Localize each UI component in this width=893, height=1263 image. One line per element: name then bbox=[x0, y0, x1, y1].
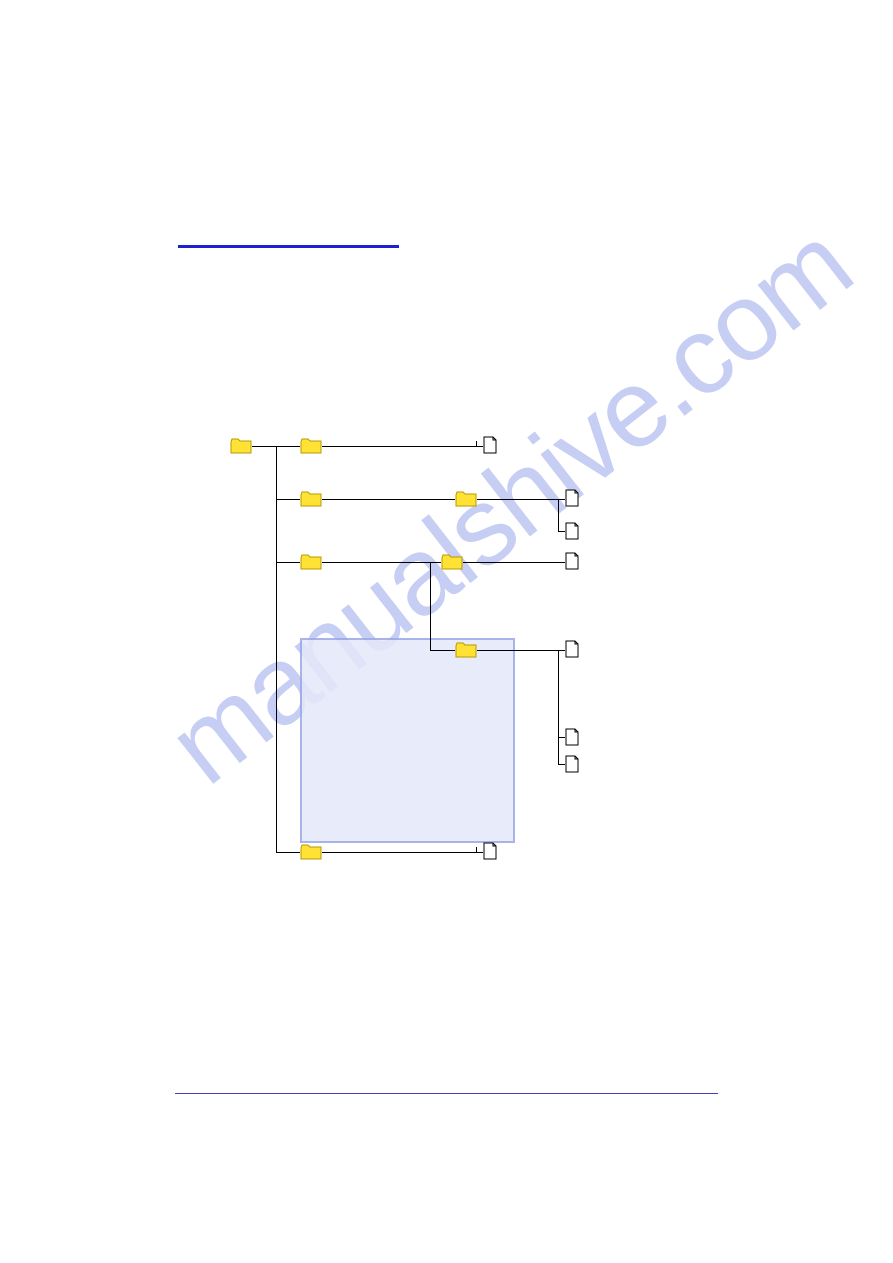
folder-icon bbox=[300, 844, 322, 860]
folder-icon bbox=[455, 491, 477, 507]
folder-icon bbox=[230, 438, 252, 454]
tree-connector bbox=[276, 562, 277, 852]
tree-connector bbox=[276, 499, 300, 500]
tree-connector bbox=[558, 650, 559, 737]
tree-connector bbox=[558, 737, 559, 764]
tree-tick bbox=[476, 441, 477, 446]
tree-tick bbox=[476, 847, 477, 852]
tree-connector bbox=[322, 446, 483, 447]
tree-connector bbox=[477, 499, 565, 500]
selection-highlight bbox=[300, 638, 515, 843]
tree-connector bbox=[322, 499, 455, 500]
tree-connector bbox=[276, 446, 277, 499]
file-icon bbox=[565, 489, 579, 507]
tree-connector bbox=[276, 852, 300, 853]
file-icon bbox=[565, 522, 579, 540]
tree-connector bbox=[477, 650, 565, 651]
tree-connector bbox=[322, 852, 483, 853]
folder-icon bbox=[441, 554, 463, 570]
file-icon bbox=[565, 728, 579, 746]
tree-connector bbox=[463, 562, 565, 563]
tree-connector bbox=[558, 499, 559, 531]
tree-connector bbox=[558, 764, 565, 765]
folder-icon bbox=[300, 491, 322, 507]
tree-connector bbox=[558, 737, 565, 738]
footer-line bbox=[175, 1093, 718, 1094]
file-icon bbox=[483, 436, 497, 454]
folder-icon bbox=[455, 642, 477, 658]
directory-tree bbox=[230, 430, 750, 910]
tree-connector bbox=[322, 562, 441, 563]
tree-connector bbox=[276, 562, 300, 563]
tree-connector bbox=[430, 650, 455, 651]
file-icon bbox=[565, 640, 579, 658]
tree-connector bbox=[276, 499, 277, 562]
file-icon bbox=[565, 755, 579, 773]
file-icon bbox=[483, 842, 497, 860]
tree-connector bbox=[558, 531, 565, 532]
folder-icon bbox=[300, 554, 322, 570]
tree-connector bbox=[430, 562, 431, 650]
file-icon bbox=[565, 552, 579, 570]
heading-underline bbox=[178, 245, 399, 248]
folder-icon bbox=[300, 438, 322, 454]
